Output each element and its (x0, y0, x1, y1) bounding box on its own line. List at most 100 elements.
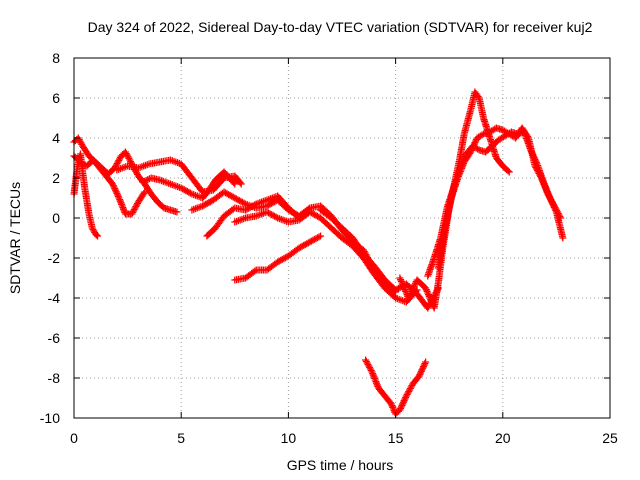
marker (407, 383, 415, 391)
marker (387, 400, 395, 408)
marker (231, 180, 239, 188)
marker (537, 173, 545, 180)
marker (466, 149, 474, 157)
marker (425, 292, 433, 300)
marker (418, 366, 426, 374)
marker (472, 137, 480, 145)
y-tick-label: -6 (48, 330, 61, 346)
marker (553, 207, 561, 214)
marker (111, 186, 119, 194)
marker (504, 167, 512, 175)
marker (93, 231, 101, 239)
marker (399, 281, 407, 289)
marker (397, 276, 405, 284)
marker (399, 400, 407, 408)
series-arc-9 (231, 232, 325, 284)
marker (404, 294, 412, 302)
marker (397, 404, 405, 412)
marker (111, 185, 119, 193)
marker (407, 289, 415, 297)
marker (419, 363, 427, 371)
marker (471, 139, 479, 147)
marker (128, 210, 136, 218)
x-tick-label: 10 (281, 430, 297, 446)
marker (90, 227, 98, 235)
y-axis-label: SDTVAR / TECUs (7, 182, 23, 294)
marker (406, 386, 414, 394)
marker (419, 364, 427, 372)
series-arc-8 (231, 208, 421, 306)
marker (416, 370, 424, 378)
x-tick-label: 5 (177, 430, 185, 446)
x-tick-label: 20 (495, 430, 511, 446)
marker (398, 401, 406, 409)
marker (89, 226, 97, 233)
marker (424, 304, 432, 312)
marker (396, 274, 404, 282)
marker (551, 204, 559, 211)
y-tick-label: 0 (52, 210, 60, 226)
marker (367, 367, 375, 374)
marker (552, 205, 560, 213)
marker (398, 279, 406, 287)
y-tick-label: 2 (52, 170, 60, 186)
marker (422, 284, 430, 292)
marker (469, 142, 477, 150)
marker (505, 168, 513, 176)
marker (397, 403, 405, 411)
marker (362, 356, 370, 364)
marker (401, 395, 409, 403)
marker (532, 164, 540, 171)
marker (114, 192, 122, 200)
marker (109, 180, 117, 188)
marker (272, 213, 280, 221)
marker (116, 155, 124, 163)
y-tick-label: -8 (48, 370, 61, 386)
marker (549, 199, 557, 207)
marker (548, 198, 556, 205)
marker (109, 182, 117, 190)
marker (549, 201, 557, 208)
marker (533, 167, 541, 174)
marker (315, 233, 323, 241)
marker (524, 133, 532, 141)
y-tick-label: 6 (52, 90, 60, 106)
marker (317, 232, 325, 240)
series-arc-14 (434, 124, 565, 272)
marker (389, 403, 397, 411)
x-tick-label: 25 (602, 430, 618, 446)
y-tick-label: -4 (48, 290, 61, 306)
marker (130, 206, 138, 213)
marker (140, 189, 148, 197)
marker (546, 195, 554, 202)
marker (402, 392, 410, 400)
marker (534, 168, 542, 176)
marker (415, 372, 423, 380)
marker (141, 188, 149, 196)
marker (402, 287, 410, 295)
series-arc-10 (317, 206, 442, 312)
marker (364, 361, 372, 368)
marker (535, 170, 543, 177)
marker (237, 180, 245, 188)
marker (132, 203, 140, 210)
marker (417, 369, 425, 377)
marker (114, 158, 122, 166)
marker (363, 359, 371, 367)
marker (113, 189, 121, 197)
marker (417, 367, 425, 375)
marker (469, 143, 477, 151)
marker (474, 93, 482, 100)
marker (400, 284, 408, 292)
marker (557, 214, 565, 222)
marker (467, 146, 475, 154)
marker (422, 358, 430, 366)
marker (131, 204, 139, 212)
marker (405, 292, 413, 300)
marker (410, 283, 418, 291)
marker (478, 131, 486, 139)
marker (423, 287, 431, 295)
marker (554, 210, 562, 217)
marker (366, 365, 374, 373)
